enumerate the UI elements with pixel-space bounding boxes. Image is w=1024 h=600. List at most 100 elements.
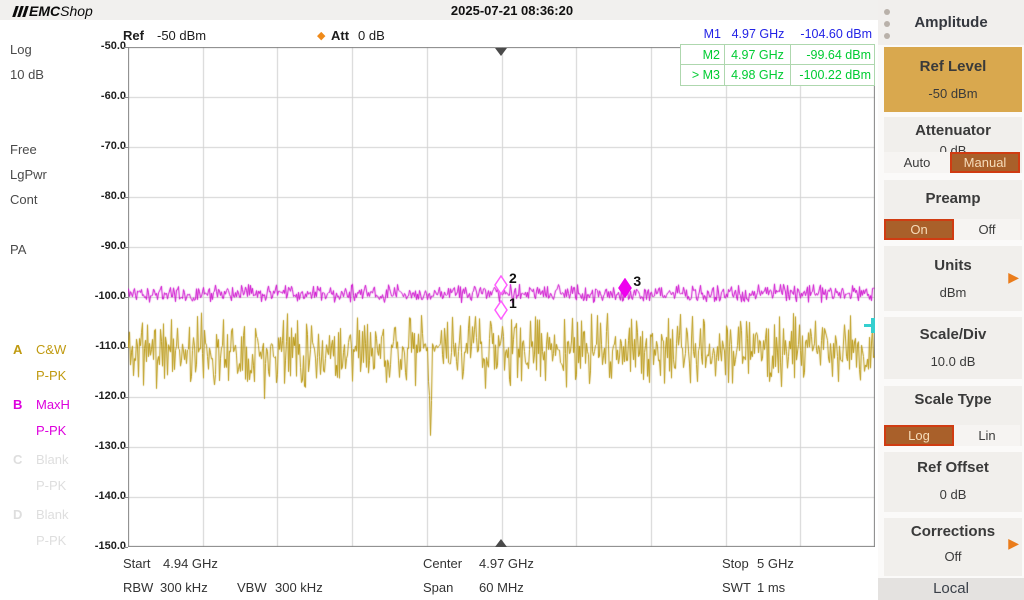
start-label: Start	[123, 556, 151, 571]
center-freq-bottom-indicator-icon	[495, 539, 507, 547]
top-bar: EMCShop 2025-07-21 08:36:20	[0, 0, 1024, 20]
button-label: Attenuator	[915, 122, 991, 139]
toggle-option-lin[interactable]: Lin	[954, 425, 1020, 446]
marker-ampl-cell: -104.60 dBm	[800, 27, 872, 41]
button-label: Ref Offset	[917, 459, 989, 476]
y-tick-label: -110.0	[95, 340, 126, 352]
sidebar-button-ref-offset[interactable]: Ref Offset 0 dB	[884, 452, 1022, 512]
trace-c-letter: C	[13, 452, 23, 467]
ref-value: -50 dBm	[157, 28, 207, 43]
marker-3-label: 3	[633, 273, 642, 290]
y-tick-mark	[123, 297, 128, 298]
button-label: Ref Level	[919, 58, 987, 75]
y-tick-mark	[123, 247, 128, 248]
marker-name-cell: M2	[680, 44, 725, 66]
button-value: Off	[944, 549, 962, 564]
trace-a-letter: A	[13, 342, 23, 357]
y-tick-label: -70.0	[100, 140, 126, 152]
trace-d-mode: Blank	[36, 507, 69, 522]
emcshop-logo: EMCShop	[12, 3, 93, 19]
toggle-option-off[interactable]: Off	[954, 219, 1020, 240]
sidebar-button-preamp[interactable]: Preamp On Off	[884, 180, 1022, 240]
trace-a-mode: C&W	[36, 342, 67, 357]
marker-name-cell: > M3	[680, 64, 725, 86]
marker-name-cell: M1	[703, 27, 721, 41]
sidebar-button-scale-div[interactable]: Scale/Div 10.0 dB	[884, 317, 1022, 379]
local-button[interactable]: Local	[878, 578, 1024, 600]
y-tick-label: -80.0	[100, 190, 126, 202]
trace-b-letter: B	[13, 397, 23, 412]
button-label: Scale Type	[914, 391, 992, 408]
marker-freq-cell: 4.98 GHz	[724, 64, 791, 86]
sidebar-button-units[interactable]: Units dBm ▶	[884, 246, 1022, 311]
marker-ampl-cell: -100.22 dBm	[790, 64, 875, 86]
sidebar-title: Amplitude	[914, 14, 988, 31]
y-tick-mark	[123, 497, 128, 498]
marker-1-diamond-icon	[494, 299, 508, 321]
trace-a-detector: P-PK	[36, 368, 67, 383]
trace-c-detector: P-PK	[36, 478, 67, 493]
sidebar-header	[878, 0, 1024, 45]
menu-dots-icon	[884, 9, 890, 15]
logo-text-bold: EMC	[29, 3, 61, 19]
sidebar-button-corrections[interactable]: Corrections Off ▶	[884, 518, 1022, 576]
y-tick-label: -150.0	[94, 540, 126, 552]
trace-b-mode: MaxH	[36, 397, 70, 412]
soft-menu-sidebar: Amplitude Ref Level -50 dBm Attenuator 0 dB…	[878, 0, 1024, 600]
marker-freq-cell: 4.97 GHz	[724, 44, 791, 66]
marker-table-row: > M3 4.98 GHz -100.22 dBm	[680, 64, 875, 86]
button-label: Preamp	[925, 190, 981, 207]
center-value: 4.97 GHz	[479, 556, 534, 571]
annunciator-lgpwr: LgPwr	[10, 167, 47, 182]
sidebar-button-attenuator[interactable]: Attenuator 0 dB Auto Manual	[884, 117, 1022, 173]
toggle-option-on[interactable]: On	[884, 219, 954, 240]
stop-label: Stop	[722, 556, 749, 571]
display-line-marker-icon	[871, 318, 875, 333]
rbw-label: RBW	[123, 580, 154, 595]
button-label: Units	[934, 257, 972, 274]
center-freq-top-indicator-icon	[495, 48, 507, 56]
sidebar-button-ref-level[interactable]: Ref Level -50 dBm	[884, 47, 1022, 112]
marker-2-label: 2	[509, 270, 517, 287]
annunciator-pa: PA	[10, 242, 27, 257]
y-tick-label: -50.0	[100, 40, 126, 52]
toggle-option-log[interactable]: Log	[884, 425, 954, 446]
button-value: 0 dB	[939, 487, 967, 502]
y-tick-mark	[123, 97, 128, 98]
marker-ampl-cell: -99.64 dBm	[790, 44, 875, 66]
start-value: 4.94 GHz	[163, 556, 218, 571]
att-value: 0 dB	[358, 28, 385, 43]
toggle-group: On Off	[884, 219, 1020, 240]
trace-d-detector: P-PK	[36, 533, 67, 548]
att-diamond-icon: ◆	[317, 30, 326, 42]
y-tick-mark	[123, 447, 128, 448]
menu-dots-icon	[884, 33, 890, 39]
menu-dots-icon	[884, 21, 890, 27]
y-tick-mark	[123, 197, 128, 198]
y-tick-mark	[123, 347, 128, 348]
y-tick-mark	[123, 47, 128, 48]
annunciator-log: Log	[10, 42, 32, 57]
button-value: dBm	[939, 285, 967, 300]
marker-3-diamond-icon	[618, 277, 633, 299]
toggle-option-auto[interactable]: Auto	[884, 152, 950, 173]
marker-table-row: M2 4.97 GHz -99.64 dBm	[680, 44, 875, 66]
stop-value: 5 GHz	[757, 556, 794, 571]
marker-1-label: 1	[509, 295, 517, 311]
toggle-group: Log Lin	[884, 425, 1020, 446]
annunciator-scale: 10 dB	[10, 67, 44, 82]
y-tick-label: -120.0	[94, 390, 126, 402]
swt-value: 1 ms	[757, 580, 786, 595]
span-label: Span	[423, 580, 454, 595]
submenu-arrow-icon: ▶	[1008, 269, 1019, 285]
submenu-arrow-icon: ▶	[1008, 535, 1019, 551]
annunciator-free: Free	[10, 142, 37, 157]
toggle-option-manual[interactable]: Manual	[950, 152, 1020, 173]
sidebar-button-scale-type[interactable]: Scale Type Log Lin	[884, 386, 1022, 446]
y-tick-mark	[123, 147, 128, 148]
display-line-marker-icon	[864, 324, 871, 327]
att-label: Att	[331, 28, 350, 43]
spectrum-canvas	[128, 47, 875, 547]
y-tick-label: -140.0	[94, 490, 126, 502]
